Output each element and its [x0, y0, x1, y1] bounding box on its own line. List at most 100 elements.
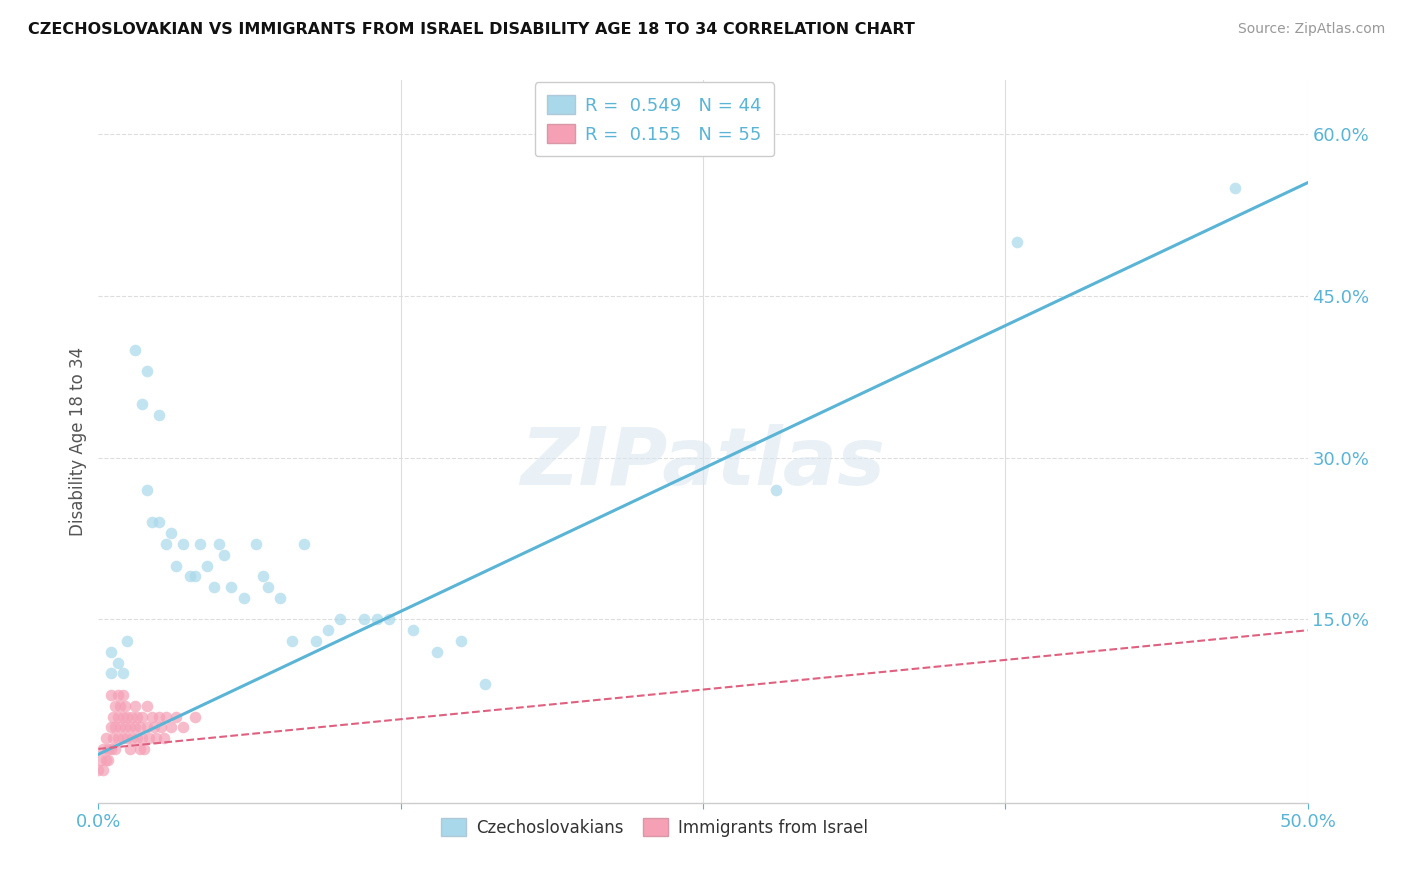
Point	[134, 742, 156, 756]
Point	[141, 709, 163, 723]
Point	[131, 397, 153, 411]
Point	[131, 709, 153, 723]
Point	[127, 731, 149, 745]
Point	[135, 720, 157, 734]
Point	[172, 537, 194, 551]
Point	[165, 709, 187, 723]
Point	[165, 558, 187, 573]
Point	[188, 537, 211, 551]
Point	[474, 677, 496, 691]
Point	[184, 569, 207, 583]
Point	[111, 709, 134, 723]
Point	[117, 709, 139, 723]
Point	[160, 526, 183, 541]
Point	[141, 516, 163, 530]
Point	[91, 742, 114, 756]
Point	[117, 634, 139, 648]
Point	[155, 537, 177, 551]
Point	[108, 720, 131, 734]
Point	[377, 612, 399, 626]
Point	[118, 720, 141, 734]
Point	[143, 720, 166, 734]
Point	[100, 720, 122, 734]
Point	[107, 731, 129, 745]
Point	[91, 764, 114, 778]
Point	[97, 742, 120, 756]
Point	[1223, 181, 1246, 195]
Point	[87, 764, 110, 778]
Point	[160, 720, 183, 734]
Point	[148, 516, 170, 530]
Point	[316, 624, 339, 638]
Point	[131, 731, 153, 745]
Point	[152, 731, 174, 745]
Point	[305, 634, 328, 648]
Point	[107, 656, 129, 670]
Point	[104, 720, 127, 734]
Point	[107, 709, 129, 723]
Point	[450, 634, 472, 648]
Point	[101, 731, 124, 745]
Point	[204, 580, 226, 594]
Point	[111, 666, 134, 681]
Text: ZIPatlas: ZIPatlas	[520, 425, 886, 502]
Point	[90, 753, 112, 767]
Point	[97, 753, 120, 767]
Point	[104, 742, 127, 756]
Point	[252, 569, 274, 583]
Y-axis label: Disability Age 18 to 34: Disability Age 18 to 34	[69, 347, 87, 536]
Point	[124, 720, 146, 734]
Point	[172, 720, 194, 734]
Point	[100, 645, 122, 659]
Point	[256, 580, 278, 594]
Point	[128, 742, 150, 756]
Point	[118, 742, 141, 756]
Point	[108, 698, 131, 713]
Point	[353, 612, 375, 626]
Point	[124, 343, 146, 357]
Point	[135, 698, 157, 713]
Point	[104, 698, 127, 713]
Point	[135, 364, 157, 378]
Point	[402, 624, 425, 638]
Point	[292, 537, 315, 551]
Legend: Czechoslovakians, Immigrants from Israel: Czechoslovakians, Immigrants from Israel	[433, 810, 877, 845]
Text: CZECHOSLOVAKIAN VS IMMIGRANTS FROM ISRAEL DISABILITY AGE 18 TO 34 CORRELATION CH: CZECHOSLOVAKIAN VS IMMIGRANTS FROM ISRAE…	[28, 22, 915, 37]
Point	[245, 537, 267, 551]
Point	[107, 688, 129, 702]
Point	[232, 591, 254, 605]
Point	[1007, 235, 1029, 249]
Point	[148, 408, 170, 422]
Point	[121, 709, 143, 723]
Point	[101, 709, 124, 723]
Point	[111, 688, 134, 702]
Text: Source: ZipAtlas.com: Source: ZipAtlas.com	[1237, 22, 1385, 37]
Point	[117, 731, 139, 745]
Point	[155, 709, 177, 723]
Point	[195, 558, 218, 573]
Point	[94, 731, 117, 745]
Point	[94, 753, 117, 767]
Point	[145, 731, 167, 745]
Point	[100, 742, 122, 756]
Point	[426, 645, 449, 659]
Point	[114, 698, 136, 713]
Point	[100, 688, 122, 702]
Point	[150, 720, 173, 734]
Point	[366, 612, 388, 626]
Point	[121, 731, 143, 745]
Point	[138, 731, 160, 745]
Point	[281, 634, 304, 648]
Point	[208, 537, 231, 551]
Point	[111, 731, 134, 745]
Point	[269, 591, 291, 605]
Point	[329, 612, 352, 626]
Point	[179, 569, 201, 583]
Point	[124, 698, 146, 713]
Point	[184, 709, 207, 723]
Point	[148, 709, 170, 723]
Point	[212, 548, 235, 562]
Point	[127, 709, 149, 723]
Point	[765, 483, 787, 497]
Point	[114, 720, 136, 734]
